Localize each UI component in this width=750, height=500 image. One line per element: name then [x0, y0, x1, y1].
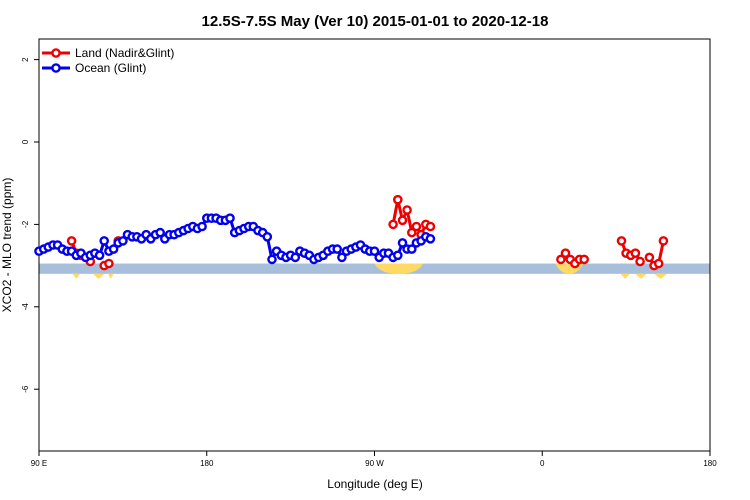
data-point: [337, 252, 347, 263]
y-axis-label: XCO2 - MLO trend (ppm): [0, 178, 14, 313]
data-point: [104, 258, 114, 269]
y-tick-label: 2: [21, 57, 30, 62]
land-island: [107, 273, 114, 279]
data-point: [397, 215, 408, 226]
legend-marker: [51, 48, 61, 58]
data-point: [653, 258, 664, 269]
land-island: [654, 273, 668, 279]
data-point: [369, 246, 380, 256]
legend: Land (Nadir&Glint)Ocean (Glint): [42, 46, 174, 75]
data-point: [197, 221, 207, 232]
y-tick-label: -6: [21, 385, 30, 393]
data-point: [118, 236, 128, 246]
data-point: [411, 221, 422, 232]
data-point: [290, 252, 301, 263]
data-point: [392, 250, 403, 261]
ocean-band: [39, 263, 710, 274]
data-point: [630, 248, 641, 258]
data-point: [392, 194, 403, 205]
data-point: [66, 236, 77, 246]
land-ocean-band: [39, 263, 710, 279]
x-tick-label: 180: [703, 459, 717, 468]
x-axis-label: Longitude (deg E): [327, 477, 422, 491]
legend-label: Land (Nadir&Glint): [75, 46, 174, 60]
x-tick-label: 90 E: [31, 459, 47, 468]
land-island: [93, 273, 105, 279]
data-point: [560, 248, 571, 258]
data-point: [155, 227, 165, 238]
land-island: [620, 273, 630, 279]
data-point: [388, 219, 398, 230]
data-point: [579, 254, 590, 265]
y-tick-label: -2: [21, 220, 30, 228]
data-point: [225, 213, 235, 223]
y-tick-label: 0: [21, 139, 30, 144]
plot-frame: [38, 38, 711, 452]
data-point: [616, 236, 627, 246]
data-point: [402, 205, 412, 215]
legend-label: Ocean (Glint): [75, 61, 146, 75]
x-tick-label: 180: [200, 459, 214, 468]
x-tick-label: 0: [540, 459, 545, 468]
land-island: [72, 273, 81, 279]
data-point: [425, 221, 436, 232]
series-ocean: [34, 213, 436, 265]
land-south-america: [374, 263, 423, 274]
data-point: [425, 233, 436, 244]
data-point: [397, 238, 408, 248]
data-point: [406, 244, 417, 254]
chart-title: 12.5S-7.5S May (Ver 10) 2015-01-01 to 20…: [202, 13, 549, 30]
axis-ticks: 90 E 180 90 W 0 180 2 0 -2 -4 -6: [21, 57, 717, 468]
data-point: [556, 254, 566, 265]
data-point: [267, 254, 277, 265]
data-point: [406, 227, 417, 238]
data-point: [108, 244, 119, 254]
y-tick-label: -4: [21, 303, 30, 311]
data-point: [635, 256, 645, 267]
data-point: [332, 244, 343, 254]
legend-marker: [51, 63, 61, 73]
x-tick-label: 90 W: [365, 459, 384, 468]
data-point: [658, 236, 669, 246]
data-point: [94, 250, 105, 261]
data-point: [262, 231, 273, 242]
data-point: [644, 252, 655, 263]
data-point: [99, 236, 109, 246]
land-island: [635, 273, 647, 279]
series-layer: [34, 194, 669, 271]
